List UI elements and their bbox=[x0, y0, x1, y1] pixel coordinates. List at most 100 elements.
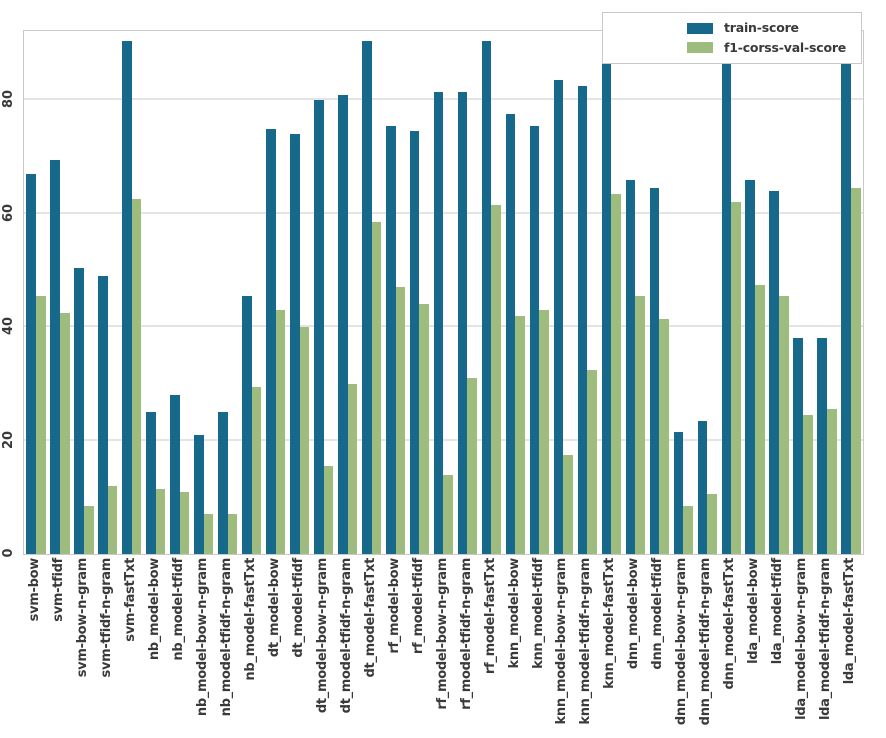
bar-f1-corss-val-score-knn_model-bow-n-gram bbox=[563, 454, 573, 554]
x-tick-label-knn_model-tfidf-n-gram: knn_model-tfidf-n-gram bbox=[578, 558, 594, 725]
x-tick-label-nb_model-bow: nb_model-bow bbox=[147, 558, 162, 661]
bar-f1-corss-val-score-dnn_model-bow-n-gram bbox=[683, 505, 693, 554]
bar-train-score-lda_model-tfidf-n-gram bbox=[817, 338, 827, 554]
x-label-cell-svm-tfidf-n-gram: svm-tfidf-n-gram bbox=[95, 558, 119, 678]
bar-group-dnn_model-tfidf bbox=[647, 31, 671, 554]
bar-f1-corss-val-score-dt_model-bow bbox=[275, 310, 286, 554]
bar-train-score-dt_model-bow bbox=[266, 128, 276, 554]
bar-f1-corss-val-score-nb_model-tfidf bbox=[179, 491, 190, 554]
x-tick-label-svm-bow-n-gram: svm-bow-n-gram bbox=[75, 558, 91, 678]
x-tick-label-rf_model-tfidf: rf_model-tfidf bbox=[410, 558, 426, 655]
bar-train-score-knn_model-fastTxt bbox=[601, 37, 612, 554]
x-tick-label-svm-bow: svm-bow bbox=[27, 558, 43, 622]
x-tick-label-rf_model-bow: rf_model-bow bbox=[386, 558, 402, 654]
x-label-cell-rf_model-bow-n-gram: rf_model-bow-n-gram bbox=[430, 558, 454, 710]
bar-f1-corss-val-score-svm-bow bbox=[35, 295, 46, 554]
x-tick-label-rf_model-bow-n-gram: rf_model-bow-n-gram bbox=[434, 558, 450, 710]
bar-train-score-nb_model-fastTxt bbox=[242, 295, 252, 554]
bar-f1-corss-val-score-dnn_model-tfidf-n-gram bbox=[707, 494, 717, 554]
bar-f1-corss-val-score-knn_model-fastTxt bbox=[611, 193, 621, 554]
legend-item-train-score: train-score bbox=[687, 21, 861, 35]
bar-f1-corss-val-score-svm-tfidf-n-gram bbox=[107, 485, 118, 554]
x-tick-label-dnn_model-fastTxt: dnn_model-fastTxt bbox=[722, 558, 738, 690]
gridline-y-60 bbox=[24, 211, 863, 214]
x-label-cell-dt_model-fastTxt: dt_model-fastTxt bbox=[359, 558, 383, 678]
bar-train-score-dt_model-tfidf bbox=[290, 134, 300, 554]
bar-group-lda_model-bow-n-gram bbox=[791, 31, 815, 554]
legend-swatch-f1-cross-val-score bbox=[687, 42, 713, 54]
x-tick-label-svm-tfidf: svm-tfidf bbox=[51, 558, 67, 622]
x-tick-label-nb_model-tfidf: nb_model-tfidf bbox=[170, 558, 186, 661]
gridline-y-80 bbox=[24, 98, 863, 101]
bar-group-nb_model-tfidf-n-gram bbox=[216, 31, 240, 554]
bar-f1-corss-val-score-rf_model-bow bbox=[395, 287, 406, 554]
x-label-cell-nb_model-bow-n-gram: nb_model-bow-n-gram bbox=[191, 558, 215, 716]
bar-group-knn_model-tfidf-n-gram bbox=[575, 31, 599, 554]
x-tick-label-dt_model-bow: dt_model-bow bbox=[266, 558, 282, 658]
bar-f1-corss-val-score-lda_model-tfidf bbox=[779, 295, 789, 554]
bar-group-dt_model-bow-n-gram bbox=[312, 31, 336, 554]
bar-group-lda_model-tfidf bbox=[767, 31, 791, 554]
legend-swatch-train-score bbox=[687, 22, 713, 34]
y-tick-label-40: 40 bbox=[1, 317, 16, 336]
bar-group-rf_model-bow-n-gram bbox=[431, 31, 455, 554]
bar-train-score-knn_model-bow bbox=[505, 114, 516, 554]
x-tick-label-nb_model-tfidf-n-gram: nb_model-tfidf-n-gram bbox=[218, 558, 234, 717]
bar-f1-corss-val-score-dnn_model-tfidf bbox=[659, 318, 669, 554]
bar-group-svm-bow bbox=[24, 31, 48, 554]
bar-group-dt_model-fastTxt bbox=[360, 31, 384, 554]
x-tick-label-nb_model-bow-n-gram: nb_model-bow-n-gram bbox=[194, 558, 210, 717]
x-label-cell-knn_model-bow-n-gram: knn_model-bow-n-gram bbox=[550, 558, 574, 724]
bar-group-lda_model-fastTxt bbox=[839, 31, 863, 554]
y-tick-label-80: 80 bbox=[1, 90, 16, 109]
x-tick-label-nb_model-fastTxt: nb_model-fastTxt bbox=[242, 558, 258, 681]
x-tick-label-dnn_model-bow-n-gram: dnn_model-bow-n-gram bbox=[674, 558, 690, 726]
bar-f1-corss-val-score-lda_model-tfidf-n-gram bbox=[826, 409, 837, 554]
bar-train-score-dt_model-tfidf-n-gram bbox=[338, 94, 348, 554]
bar-f1-corss-val-score-nb_model-fastTxt bbox=[251, 386, 262, 554]
y-tick-label-0: 0 bbox=[1, 548, 16, 558]
x-label-cell-rf_model-bow: rf_model-bow bbox=[383, 558, 407, 654]
bar-train-score-dnn_model-bow bbox=[625, 179, 636, 554]
bar-train-score-nb_model-bow-n-gram bbox=[194, 434, 204, 554]
bar-group-svm-fastTxt bbox=[120, 31, 144, 554]
x-tick-label-dnn_model-tfidf-n-gram: dnn_model-tfidf-n-gram bbox=[698, 558, 714, 726]
bar-group-knn_model-tfidf bbox=[527, 31, 551, 554]
bar-group-rf_model-tfidf-n-gram bbox=[455, 31, 479, 554]
bar-train-score-svm-tfidf bbox=[50, 159, 60, 554]
x-label-cell-dnn_model-tfidf-n-gram: dnn_model-tfidf-n-gram bbox=[694, 558, 718, 725]
x-tick-label-lda_model-fastTxt: lda_model-fastTxt bbox=[842, 558, 858, 685]
bar-group-dnn_model-tfidf-n-gram bbox=[695, 31, 719, 554]
bar-train-score-svm-bow bbox=[26, 173, 36, 554]
x-label-cell-rf_model-tfidf: rf_model-tfidf bbox=[407, 558, 431, 654]
x-label-cell-rf_model-fastTxt: rf_model-fastTxt bbox=[478, 558, 502, 674]
bar-group-lda_model-tfidf-n-gram bbox=[815, 31, 839, 554]
bar-f1-corss-val-score-nb_model-bow bbox=[155, 488, 166, 554]
x-label-cell-dt_model-tfidf: dt_model-tfidf bbox=[287, 558, 311, 658]
bar-f1-corss-val-score-knn_model-bow bbox=[515, 315, 525, 554]
x-label-cell-lda_model-tfidf: lda_model-tfidf bbox=[766, 558, 790, 664]
x-label-cell-svm-bow: svm-bow bbox=[23, 558, 47, 621]
x-label-cell-nb_model-fastTxt: nb_model-fastTxt bbox=[239, 558, 263, 681]
x-label-cell-lda_model-bow-n-gram: lda_model-bow-n-gram bbox=[790, 558, 814, 720]
bar-f1-corss-val-score-dt_model-tfidf bbox=[299, 327, 310, 554]
bar-train-score-rf_model-tfidf-n-gram bbox=[457, 91, 468, 554]
bar-train-score-lda_model-bow-n-gram bbox=[793, 338, 803, 554]
bar-f1-corss-val-score-lda_model-fastTxt bbox=[850, 188, 861, 554]
bar-train-score-dnn_model-bow-n-gram bbox=[673, 432, 684, 554]
bar-group-svm-tfidf bbox=[48, 31, 72, 554]
bar-train-score-dt_model-bow-n-gram bbox=[314, 100, 324, 554]
bar-f1-corss-val-score-knn_model-tfidf bbox=[539, 310, 549, 554]
bar-train-score-dnn_model-tfidf-n-gram bbox=[697, 420, 708, 554]
bar-train-score-knn_model-bow-n-gram bbox=[553, 80, 564, 554]
x-label-cell-lda_model-fastTxt: lda_model-fastTxt bbox=[838, 558, 862, 684]
x-label-cell-knn_model-tfidf-n-gram: knn_model-tfidf-n-gram bbox=[574, 558, 598, 725]
x-tick-label-svm-tfidf-n-gram: svm-tfidf-n-gram bbox=[99, 558, 115, 678]
bar-f1-corss-val-score-svm-fastTxt bbox=[131, 199, 142, 554]
x-tick-label-lda_model-tfidf: lda_model-tfidf bbox=[770, 558, 786, 665]
bar-f1-corss-val-score-rf_model-tfidf-n-gram bbox=[467, 378, 477, 554]
bar-f1-corss-val-score-dt_model-tfidf-n-gram bbox=[347, 383, 358, 554]
x-label-cell-rf_model-tfidf-n-gram: rf_model-tfidf-n-gram bbox=[454, 558, 478, 710]
x-label-cell-knn_model-fastTxt: knn_model-fastTxt bbox=[598, 558, 622, 689]
